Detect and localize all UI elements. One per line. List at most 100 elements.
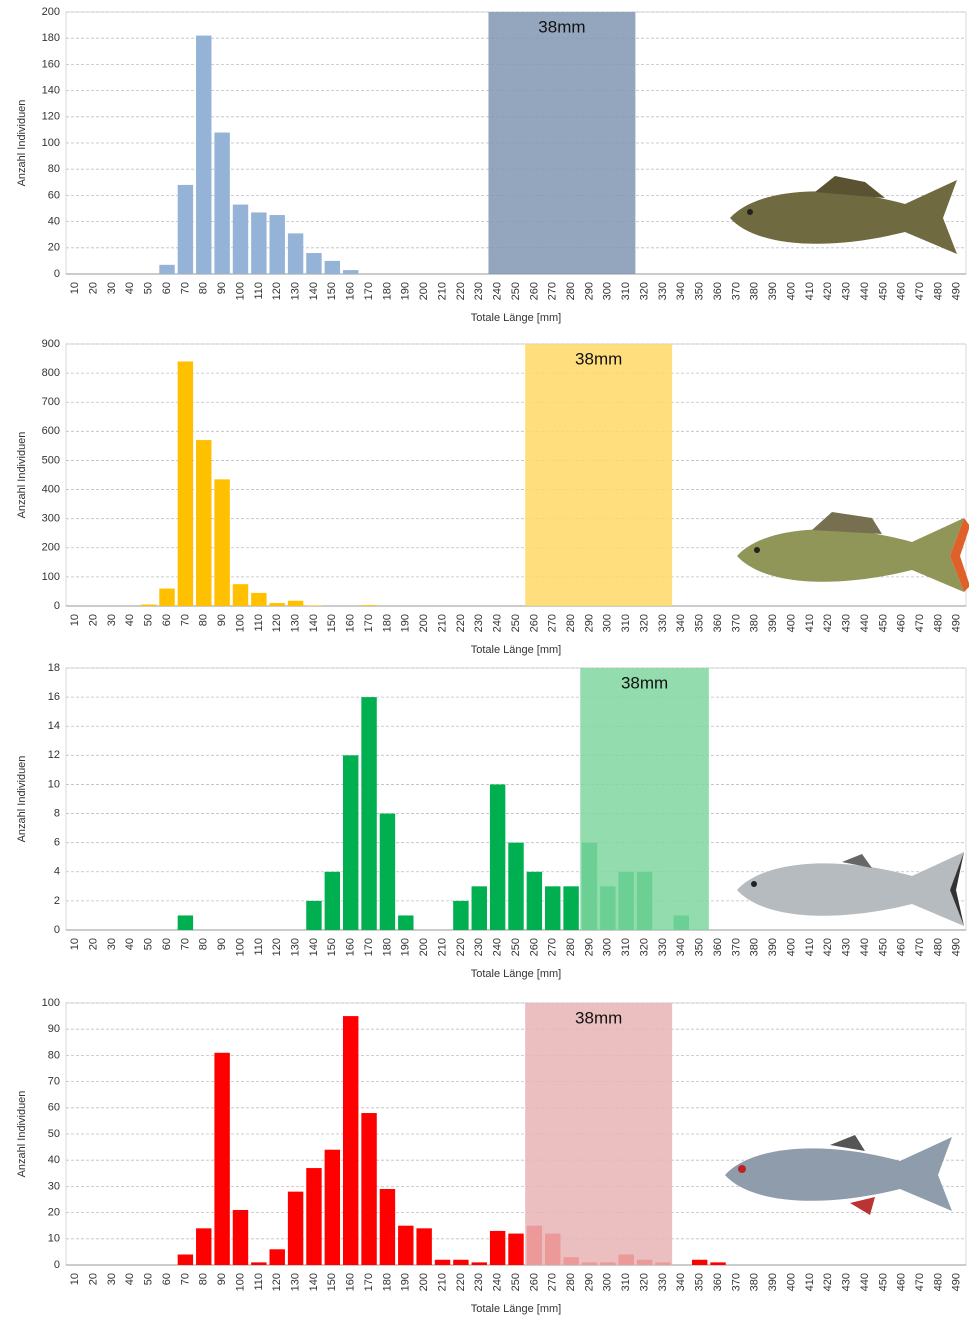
x-tick-label: 10 (69, 614, 81, 626)
bar (287, 233, 304, 274)
x-axis-title: Totale Länge [mm] (471, 968, 562, 980)
x-tick-label: 110 (253, 938, 265, 956)
x-tick-label: 130 (289, 282, 301, 300)
x-tick-label: 80 (198, 282, 210, 294)
bar (489, 784, 506, 930)
x-tick-label: 260 (528, 282, 540, 300)
bar (159, 264, 175, 274)
y-axis-title: Anzahl Individuen (16, 432, 28, 519)
y-tick-label: 16 (48, 691, 60, 703)
y-tick-label: 60 (48, 189, 60, 201)
x-tick-label: 140 (308, 282, 320, 300)
x-tick-label: 420 (822, 1273, 834, 1291)
y-tick-label: 700 (42, 396, 60, 408)
y-axis-title: Anzahl Individuen (16, 1091, 28, 1178)
y-axis-title: Anzahl Individuen (16, 100, 28, 187)
x-tick-label: 420 (822, 282, 834, 300)
x-tick-label: 470 (914, 282, 926, 300)
x-tick-label: 300 (602, 1273, 614, 1291)
y-tick-label: 200 (42, 542, 60, 554)
x-tick-label: 180 (381, 938, 393, 956)
x-tick-label: 490 (951, 1273, 963, 1291)
y-tick-label: 4 (54, 866, 60, 878)
bar (159, 588, 175, 606)
highlight-label: 38mm (575, 1008, 622, 1027)
x-tick-label: 200 (418, 938, 430, 956)
bar (196, 1228, 212, 1265)
x-tick-label: 70 (179, 614, 191, 626)
x-tick-label: 20 (87, 1273, 99, 1285)
x-tick-label: 350 (694, 282, 706, 300)
y-tick-label: 0 (54, 1259, 60, 1271)
x-tick-label: 300 (602, 938, 614, 956)
y-tick-label: 0 (54, 600, 60, 612)
bar (306, 605, 322, 606)
y-tick-label: 8 (54, 807, 60, 819)
bar (232, 1209, 249, 1265)
y-axis-title: Anzahl Individuen (16, 756, 28, 843)
y-tick-label: 900 (42, 338, 60, 350)
y-tick-label: 600 (42, 425, 60, 437)
x-axis-title: Totale Länge [mm] (471, 644, 562, 656)
y-tick-label: 120 (42, 111, 60, 123)
x-tick-label: 130 (289, 614, 301, 632)
y-tick-label: 500 (42, 454, 60, 466)
bar (471, 886, 487, 930)
bar (232, 204, 249, 274)
x-tick-label: 170 (363, 614, 375, 632)
x-tick-label: 460 (896, 614, 908, 632)
bar (342, 270, 359, 274)
y-tick-label: 30 (48, 1180, 60, 1192)
x-tick-label: 470 (914, 938, 926, 956)
x-tick-label: 160 (345, 282, 357, 300)
x-tick-label: 380 (749, 1273, 761, 1291)
y-tick-label: 70 (48, 1076, 60, 1088)
bar (251, 1262, 267, 1265)
x-tick-label: 50 (143, 282, 155, 294)
x-tick-label: 400 (785, 938, 797, 956)
highlight-region (525, 1003, 673, 1265)
x-tick-label: 330 (657, 938, 669, 956)
x-tick-label: 170 (363, 282, 375, 300)
x-tick-label: 10 (69, 282, 81, 294)
y-tick-label: 90 (48, 1023, 60, 1035)
y-tick-label: 140 (42, 85, 60, 97)
x-tick-label: 330 (657, 614, 669, 632)
x-tick-label: 20 (87, 282, 99, 294)
x-tick-label: 180 (381, 614, 393, 632)
x-tick-label: 350 (694, 938, 706, 956)
bar (324, 1149, 341, 1265)
y-tick-label: 6 (54, 837, 60, 849)
bar (379, 813, 396, 930)
x-tick-label: 120 (271, 938, 283, 956)
bar (306, 253, 322, 274)
y-tick-label: 400 (42, 483, 60, 495)
x-tick-label: 260 (528, 938, 540, 956)
y-tick-label: 40 (48, 216, 60, 228)
x-tick-label: 330 (657, 1273, 669, 1291)
x-tick-label: 310 (620, 1273, 632, 1291)
x-tick-label: 120 (271, 614, 283, 632)
x-tick-label: 150 (326, 938, 338, 956)
x-tick-label: 100 (234, 938, 246, 956)
x-tick-label: 430 (841, 614, 853, 632)
x-tick-label: 480 (932, 938, 944, 956)
bar (508, 1233, 524, 1265)
highlight-label: 38mm (538, 17, 585, 36)
x-tick-label: 60 (161, 938, 173, 950)
x-tick-label: 340 (675, 1273, 687, 1291)
x-tick-label: 200 (418, 1273, 430, 1291)
x-tick-label: 340 (675, 282, 687, 300)
chart-panel: 0 100 200 300 400 500 600 700 800 900 10 20 30 40 50 60… (16, 338, 967, 656)
x-tick-label: 240 (492, 938, 504, 956)
y-tick-label: 180 (42, 32, 60, 44)
y-tick-label: 0 (54, 924, 60, 936)
x-tick-label: 310 (620, 282, 632, 300)
highlight-region (525, 344, 673, 606)
x-tick-label: 240 (492, 614, 504, 632)
x-tick-label: 10 (69, 1273, 81, 1285)
x-tick-label: 490 (951, 614, 963, 632)
bar (306, 1168, 322, 1265)
x-tick-label: 270 (547, 282, 559, 300)
x-tick-label: 10 (69, 938, 81, 950)
